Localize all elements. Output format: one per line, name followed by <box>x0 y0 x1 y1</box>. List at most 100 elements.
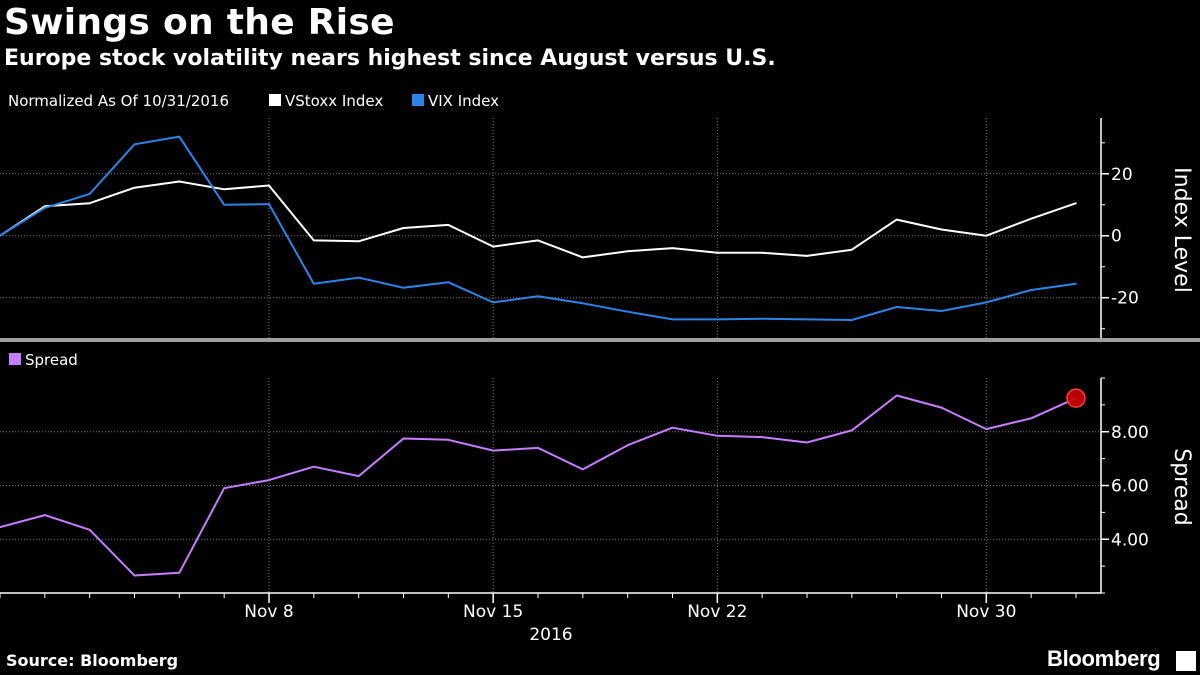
data-point <box>178 135 181 138</box>
data-point <box>357 276 360 279</box>
data-point <box>1030 217 1032 220</box>
y-tick-label: 0 <box>1111 227 1122 247</box>
data-point <box>895 306 898 308</box>
legend-vstoxx-label: VStoxx Index <box>285 92 383 110</box>
data-point <box>313 239 315 242</box>
data-point <box>44 514 46 516</box>
data-point <box>88 529 91 531</box>
data-point <box>0 526 1 528</box>
data-point <box>313 465 315 468</box>
data-point <box>582 302 584 305</box>
x-tick-label: Nov 30 <box>956 602 1016 622</box>
data-point <box>268 184 270 187</box>
data-point <box>940 406 943 409</box>
data-point <box>716 318 719 321</box>
grid-layer <box>0 118 1101 593</box>
bloomberg-logo: Bloomberg <box>1047 646 1161 671</box>
legend-spread-swatch <box>9 353 21 365</box>
data-point <box>626 250 629 253</box>
legend-spread-label: Spread <box>25 351 78 369</box>
data-point <box>716 251 719 254</box>
axis-layer: Nov 8 Nov 15 Nov 22 Nov 30 20 0 -20 8.00 6.00 4.0… <box>0 118 1149 622</box>
data-point <box>716 434 719 437</box>
data-point <box>582 256 584 259</box>
series-line-vix-index <box>0 135 1077 321</box>
data-point <box>492 449 494 452</box>
source-note: Source: Bloomberg <box>6 651 179 670</box>
data-point <box>1030 417 1032 420</box>
data-point <box>985 234 988 237</box>
data-point <box>447 439 450 441</box>
data-point <box>223 188 225 191</box>
last-point-marker <box>1066 388 1086 408</box>
data-point <box>223 203 225 206</box>
data-point <box>178 180 181 183</box>
data-point <box>537 447 539 449</box>
x-tick-label: Nov 15 <box>463 602 523 622</box>
y-tick-label: 4.00 <box>1111 530 1149 550</box>
data-point <box>671 318 674 321</box>
data-point <box>492 245 494 248</box>
chart-title: Swings on the Rise <box>4 2 395 43</box>
data-point <box>402 437 405 440</box>
data-point <box>806 441 808 444</box>
data-point <box>0 234 1 237</box>
data-point <box>133 574 136 577</box>
data-point <box>537 295 539 297</box>
data-point <box>851 429 853 432</box>
top-y-axis-label: Index Level <box>1169 167 1194 293</box>
data-point <box>492 301 494 304</box>
data-point <box>940 310 943 312</box>
data-point <box>268 479 270 481</box>
data-point <box>806 318 808 321</box>
bottom-legend: Spread <box>9 351 78 369</box>
data-point <box>447 224 450 226</box>
data-point <box>851 248 853 251</box>
data-point <box>806 255 808 257</box>
top-legend: Normalized As Of 10/31/2016 VStoxx Index… <box>8 92 499 110</box>
chart-subtitle: Europe stock volatility nears highest si… <box>4 46 776 71</box>
data-point <box>582 468 584 471</box>
series-line-vstoxx-index <box>0 180 1077 259</box>
data-point <box>895 218 898 221</box>
data-point <box>447 281 450 284</box>
data-point <box>133 186 136 189</box>
data-point <box>402 227 405 229</box>
data-point <box>357 475 360 477</box>
data-point <box>313 282 315 285</box>
data-point <box>626 444 629 446</box>
data-point <box>940 228 943 231</box>
data-point <box>178 572 181 574</box>
data-point <box>761 436 763 438</box>
legend-vix-label: VIX Index <box>428 92 499 110</box>
data-point <box>671 247 674 249</box>
data-point <box>44 205 46 208</box>
y-tick-label: -20 <box>1111 289 1139 309</box>
y-tick-label: 20 <box>1111 165 1133 185</box>
data-point <box>268 203 270 205</box>
data-point <box>88 202 91 205</box>
y-tick-label: 8.00 <box>1111 423 1149 443</box>
bloomberg-logo-icon <box>1176 651 1196 671</box>
legend-vstoxx-swatch <box>269 94 281 106</box>
x-tick-label: Nov 22 <box>687 602 747 622</box>
x-tick-label: Nov 8 <box>244 602 293 622</box>
legend-normalized-note: Normalized As Of 10/31/2016 <box>8 92 229 110</box>
bottom-y-axis-label: Spread <box>1169 448 1194 525</box>
data-point <box>761 251 763 254</box>
data-point <box>761 317 763 320</box>
x-axis-year-label: 2016 <box>529 625 572 645</box>
data-point <box>44 207 46 209</box>
data-point <box>671 426 674 429</box>
data-point <box>851 319 853 321</box>
series-layer <box>0 135 1086 577</box>
data-point <box>985 301 988 304</box>
data-point <box>895 394 898 397</box>
data-point <box>223 487 225 489</box>
y-tick-label: 6.00 <box>1111 477 1149 497</box>
data-point <box>357 240 360 243</box>
data-point <box>88 193 91 195</box>
data-point <box>626 310 629 313</box>
data-point <box>985 428 988 430</box>
